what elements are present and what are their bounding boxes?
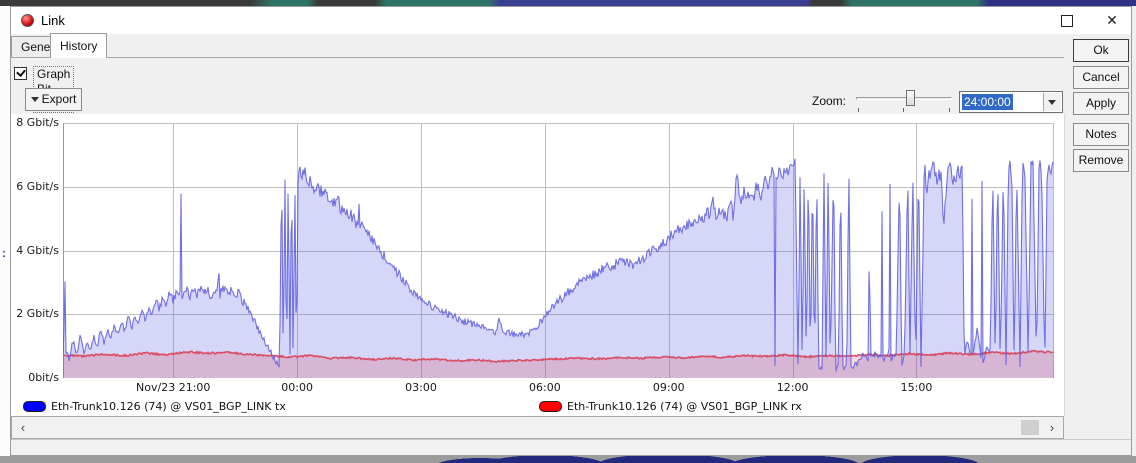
legend-label: Eth-Trunk10.126 (74) @ VS01_BGP_LINK tx	[51, 400, 286, 413]
combobox-dropdown-button[interactable]	[1043, 93, 1061, 111]
legend-swatch-icon	[23, 401, 46, 412]
y-axis-label: 4 Gbit/s	[16, 243, 59, 257]
x-axis-label: 09:00	[652, 381, 685, 394]
chevron-down-icon	[1048, 100, 1056, 105]
scroll-right-button[interactable]: ›	[1049, 420, 1055, 435]
zoom-label: Zoom:	[811, 94, 846, 108]
window-title: Link	[41, 13, 65, 28]
export-button-label: Export	[41, 92, 77, 106]
link-dialog-icon	[21, 14, 34, 27]
link-dialog: Link ✕ General History Graph Bit Rate Ex…	[10, 6, 1132, 456]
zoom-slider[interactable]	[856, 86, 952, 112]
bitrate-chart[interactable]	[63, 123, 1054, 378]
tab-strip-line	[11, 57, 1064, 58]
y-axis-label: 0bit/s	[28, 371, 59, 384]
x-axis-label: 15:00	[900, 381, 933, 394]
ok-button[interactable]: Ok	[1073, 39, 1129, 62]
graph-panel: 8 Gbit/s 6 Gbit/s 4 Gbit/s 2 Gbit/s 0bit/s N…	[11, 114, 1065, 416]
tab-history[interactable]: History	[50, 33, 108, 58]
apply-button[interactable]: Apply	[1073, 92, 1129, 115]
export-dropdown-icon	[30, 97, 39, 102]
status-bar	[11, 439, 1131, 455]
zoom-slider-track[interactable]	[856, 97, 952, 100]
background-window-left-strip: :	[0, 6, 10, 456]
y-axis-label: 8 Gbit/s	[16, 116, 59, 129]
x-axis-label: 00:00	[281, 381, 313, 394]
export-button[interactable]: Export	[25, 88, 82, 111]
x-axis-label: 03:00	[405, 381, 437, 394]
scroll-left-button[interactable]: ‹	[20, 420, 26, 435]
remove-button[interactable]: Remove	[1073, 149, 1129, 172]
x-axis-label: Nov/23 21:00	[136, 381, 211, 394]
slider-tick	[903, 108, 904, 112]
graph-bit-rate-checkbox[interactable]	[14, 67, 27, 80]
scrollbar-thumb[interactable]	[1020, 420, 1039, 435]
y-axis-label: 2 Gbit/s	[16, 307, 59, 321]
cancel-button[interactable]: Cancel	[1073, 66, 1129, 89]
background-window-top-strip	[0, 0, 1136, 6]
close-button[interactable]: ✕	[1106, 12, 1118, 28]
titlebar[interactable]: Link ✕	[11, 7, 1131, 34]
time-scrollbar[interactable]: ‹ ›	[11, 416, 1064, 439]
notes-button[interactable]: Notes	[1073, 123, 1129, 146]
slider-tick	[858, 108, 859, 112]
legend-label: Eth-Trunk10.126 (74) @ VS01_BGP_LINK rx	[567, 400, 802, 413]
legend-swatch-icon	[539, 401, 562, 412]
zoom-interval-value[interactable]: 24:00:00	[962, 94, 1013, 110]
maximize-icon	[1061, 15, 1073, 27]
x-axis-label: 12:00	[776, 381, 809, 394]
maximize-button[interactable]	[1051, 10, 1081, 31]
background-window-bottom-strip	[0, 456, 1136, 463]
background-window-right-strip	[1132, 6, 1136, 456]
y-axis-label: 6 Gbit/s	[16, 179, 59, 193]
zoom-interval-combobox[interactable]: 24:00:00	[959, 91, 1063, 113]
background-text-fragment: :	[2, 246, 6, 260]
slider-tick	[949, 108, 950, 112]
zoom-slider-thumb[interactable]	[905, 90, 915, 106]
x-axis-label: 06:00	[529, 381, 561, 394]
